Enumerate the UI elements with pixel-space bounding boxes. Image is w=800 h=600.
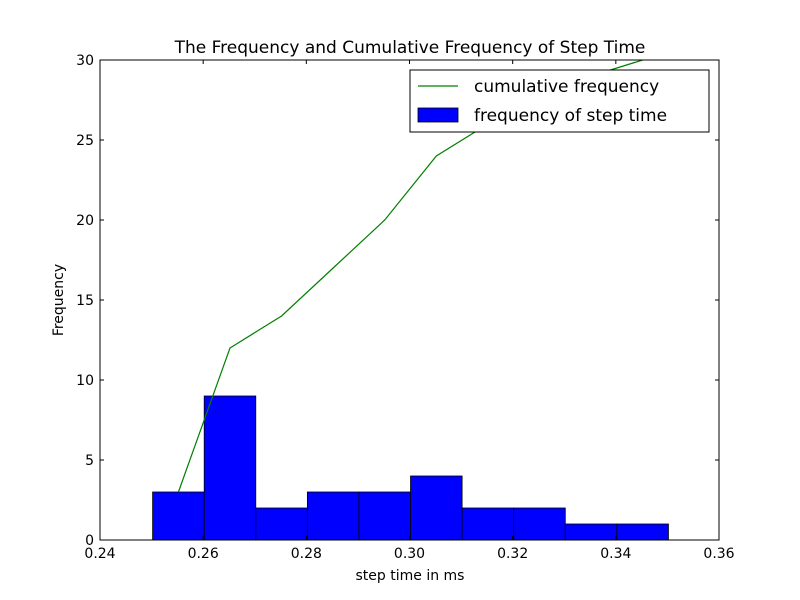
bar-series: [152, 395, 669, 540]
chart-title: The Frequency and Cumulative Frequency o…: [174, 38, 646, 58]
x-tick-label: 0.26: [188, 546, 219, 562]
bar: [564, 523, 618, 540]
x-tick-label: 0.30: [394, 546, 425, 562]
y-tick-label: 10: [76, 373, 94, 389]
bar: [255, 507, 308, 540]
bar: [203, 395, 257, 540]
y-tick-label: 5: [85, 453, 94, 469]
bar: [410, 475, 463, 540]
legend-box: [409, 69, 710, 133]
legend-bar-swatch: [417, 107, 459, 123]
bar: [616, 523, 669, 540]
bar: [152, 491, 205, 540]
y-tick-label: 20: [76, 213, 94, 229]
x-tick-label: 0.24: [84, 546, 115, 562]
x-axis-label: step time in ms: [356, 568, 465, 584]
bar: [306, 491, 360, 540]
legend-label-cumulative: cumulative frequency: [474, 77, 659, 97]
y-tick-label: 15: [76, 293, 94, 309]
x-tick-label: 0.36: [703, 546, 734, 562]
legend: cumulative frequency frequency of step ti…: [409, 69, 710, 133]
legend-label-frequency: frequency of step time: [474, 106, 667, 126]
bar: [358, 491, 411, 540]
plot-area: 0.24 0.26 0.28 0.30 0.32 0.34 0.36 0 5 10 15 20 25 30: [76, 53, 735, 562]
y-tick-label: 30: [76, 53, 94, 69]
y-axis-label: Frequency: [51, 264, 67, 336]
x-tick-label: 0.28: [291, 546, 322, 562]
x-tick-label: 0.34: [600, 546, 631, 562]
y-tick-label: 0: [85, 533, 94, 549]
y-tick-label: 25: [76, 133, 94, 149]
bar: [513, 507, 566, 540]
bar: [461, 507, 515, 540]
x-tick-label: 0.32: [497, 546, 528, 562]
